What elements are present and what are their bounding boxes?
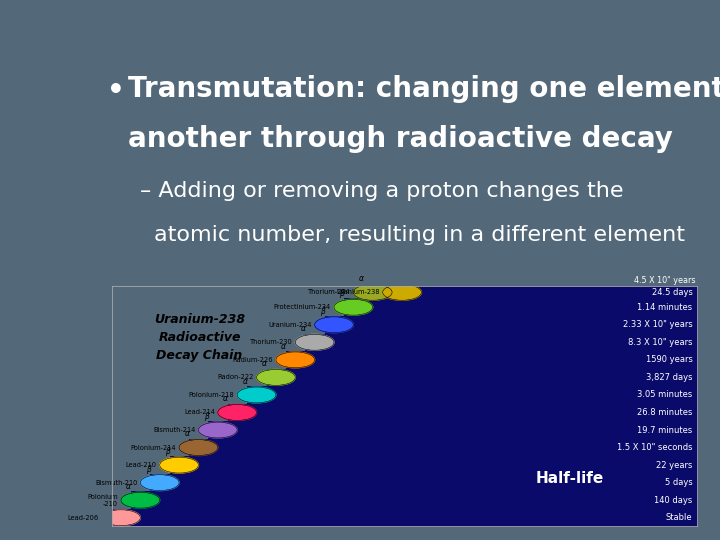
Text: •: • [107,77,125,105]
Text: 2.33 X 10" years: 2.33 X 10" years [623,320,693,329]
Circle shape [102,510,140,525]
Bar [112,509,698,526]
Text: α: α [300,324,305,333]
Text: 140 days: 140 days [654,496,693,505]
Text: Polonium
-210: Polonium -210 [87,494,118,507]
Text: α: α [126,482,131,491]
Text: Radon-222: Radon-222 [217,374,253,380]
Text: Half-life: Half-life [535,471,603,486]
Circle shape [295,334,334,350]
Text: 1.14 minutes: 1.14 minutes [637,303,693,312]
Text: Lead-206: Lead-206 [68,515,99,521]
Bar [325,316,698,334]
Circle shape [237,387,276,403]
Text: α: α [184,429,189,438]
Text: 22 years: 22 years [656,461,693,470]
Circle shape [276,352,315,368]
Text: Bismuth-214: Bismuth-214 [153,427,196,433]
Text: Radioactive: Radioactive [158,332,241,345]
Text: atomic number, resulting in a different element: atomic number, resulting in a different … [154,225,685,245]
Text: Stable: Stable [666,513,693,522]
Text: Uranium-234: Uranium-234 [268,322,312,328]
Text: Lead-214: Lead-214 [184,409,215,415]
Bar [228,404,698,421]
Text: β: β [320,307,325,316]
Circle shape [218,404,256,421]
Text: Protectinium-234: Protectinium-234 [274,304,331,310]
Circle shape [383,285,421,300]
Text: another through radioactive decay: another through radioactive decay [128,125,672,153]
Text: α: α [359,274,364,283]
Text: 19.7 minutes: 19.7 minutes [637,426,693,435]
Text: β: β [339,289,344,298]
Text: 4.5 X 10" years: 4.5 X 10" years [634,276,696,285]
Text: Uranium-238: Uranium-238 [154,313,246,326]
Text: β: β [165,447,170,456]
Bar [247,386,698,404]
Bar [170,456,698,474]
Circle shape [256,369,295,386]
Bar [150,474,698,491]
Bar [344,299,698,316]
Text: Thorium-230: Thorium-230 [250,339,292,345]
Text: Lead-210: Lead-210 [126,462,157,468]
Circle shape [315,317,354,333]
Circle shape [140,475,179,490]
Text: α: α [243,377,248,386]
Text: Polonium-214: Polonium-214 [130,444,176,450]
Bar [266,369,698,386]
Bar [189,439,698,456]
Text: 3.05 minutes: 3.05 minutes [637,390,693,400]
Text: α: α [262,359,267,368]
Text: Bismuth-210: Bismuth-210 [95,480,138,485]
Circle shape [354,285,392,300]
Text: Uranium-238: Uranium-238 [336,289,379,295]
Text: Radium-226: Radium-226 [233,357,273,363]
Text: α: α [281,342,286,350]
Text: 26.8 minutes: 26.8 minutes [637,408,693,417]
Text: – Adding or removing a proton changes the: – Adding or removing a proton changes th… [140,181,624,201]
Text: Thorium-234: Thorium-234 [307,289,351,295]
Circle shape [334,299,373,315]
Circle shape [179,440,218,456]
Text: Polonium-218: Polonium-218 [189,392,234,398]
Text: Decay Chain: Decay Chain [156,349,243,362]
Bar [131,491,698,509]
Bar [208,421,698,439]
Text: β: β [145,464,150,474]
Circle shape [199,422,237,438]
Text: 5 days: 5 days [665,478,693,487]
Bar [364,286,698,299]
Circle shape [121,492,160,508]
Text: 24.5 days: 24.5 days [652,288,693,297]
Text: 8.3 X 10" years: 8.3 X 10" years [628,338,693,347]
Text: 1590 years: 1590 years [646,355,693,364]
Text: 3,827 days: 3,827 days [646,373,693,382]
Text: β: β [204,412,209,421]
Text: α: α [223,394,228,403]
Circle shape [160,457,199,473]
Bar [286,351,698,369]
Bar [305,334,698,351]
Text: Transmutation: changing one element into: Transmutation: changing one element into [128,75,720,103]
Text: 1.5 X 10" seconds: 1.5 X 10" seconds [617,443,693,452]
